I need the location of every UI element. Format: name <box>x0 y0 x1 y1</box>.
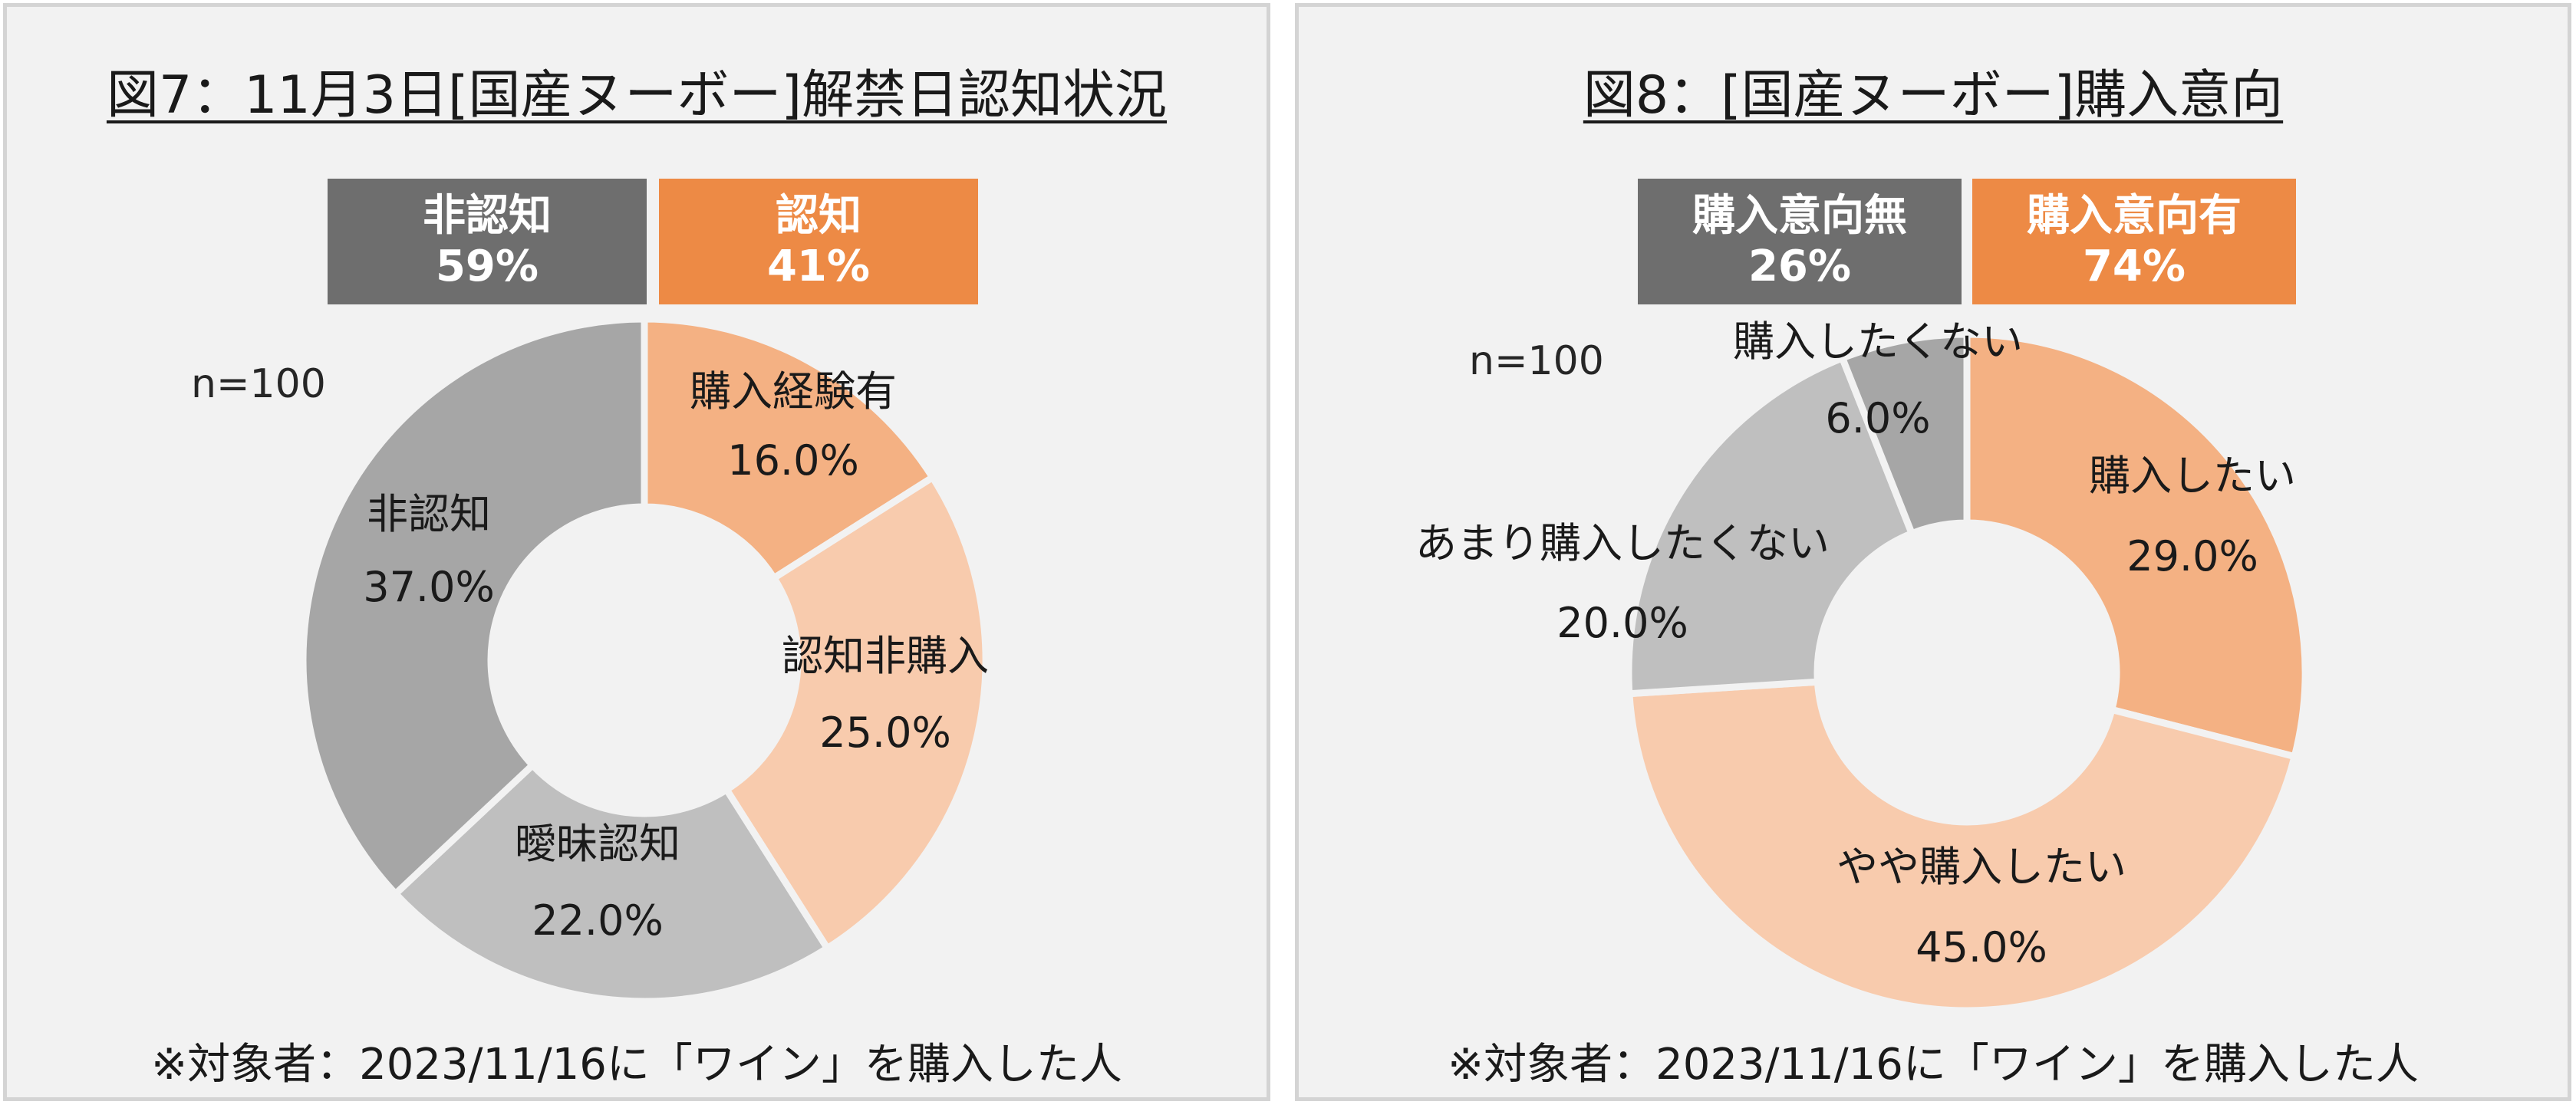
summary-value: 74% <box>2082 242 2186 291</box>
slice-category-label: あまり購入したくない <box>1415 519 1830 567</box>
donut-slice <box>1963 330 2309 761</box>
slice-value-label: 6.0% <box>1825 394 1930 442</box>
slice-value-label: 20.0% <box>1556 599 1688 647</box>
donut-slice <box>299 315 648 899</box>
summary-box-no-intent: 購入意向無 26% <box>1638 179 1962 304</box>
slice-value-label: 22.0% <box>532 896 664 945</box>
chart-panel-purchase-intent: 図8：[国産ヌーボー]購入意向 購入意向無 26% 購入意向有 74% n=10… <box>1295 3 2571 1101</box>
donut-slice <box>721 472 990 953</box>
donut-slice <box>1837 330 1971 538</box>
slice-category-label: 購入したい <box>2089 452 2296 500</box>
donut-slice <box>1626 678 2299 1014</box>
summary-label: 購入意向有 <box>2027 191 2242 241</box>
summary-label: 非認知 <box>423 191 552 241</box>
slice-category-label: 非認知 <box>367 490 491 538</box>
donut-slice <box>1625 353 1917 698</box>
slice-category-label: 曖昧認知 <box>515 820 680 868</box>
donut-slice <box>641 315 937 584</box>
slice-category-label: 購入経験有 <box>690 367 897 416</box>
donut-chart-purchase-intent: 購入したい 29.0% やや購入したい 45.0% あまり購入したくない 20.0% 購入し… <box>1415 317 2309 1014</box>
summary-box-aware: 認知 41% <box>659 179 978 304</box>
slice-value-label: 16.0% <box>727 436 859 485</box>
summary-box-unaware: 非認知 59% <box>328 179 647 304</box>
slice-value-label: 25.0% <box>819 709 951 757</box>
slice-category-label: 購入したくない <box>1733 317 2023 366</box>
chart-title: 図8：[国産ヌーボー]購入意向 <box>1583 65 2284 126</box>
summary-label: 認知 <box>776 191 861 241</box>
donut-chart-awareness: 購入経験有 16.0% 認知非購入 25.0% 曖昧認知 22.0% 非認知 37.0% <box>299 315 990 1005</box>
summary-value: 41% <box>766 242 871 291</box>
footnote: ※対象者：2023/11/16に「ワイン」を購入した人 <box>151 1040 1122 1090</box>
slice-value-label: 45.0% <box>1916 923 2047 972</box>
sample-size-label: n=100 <box>191 361 326 407</box>
slice-value-label: 37.0% <box>363 563 495 611</box>
chart-panel-awareness: 図7：11月3日[国産ヌーボー]解禁日認知状況 非認知 59% 認知 41% n… <box>3 3 1270 1101</box>
summary-label: 購入意向無 <box>1692 191 1907 241</box>
summary-box-intent: 購入意向有 74% <box>1972 179 2296 304</box>
slice-category-label: やや購入したい <box>1836 843 2126 891</box>
slice-category-label: 認知非購入 <box>782 632 989 680</box>
slice-value-label: 29.0% <box>2126 532 2258 580</box>
chart-title: 図7：11月3日[国産ヌーボー]解禁日認知状況 <box>106 65 1168 126</box>
summary-value: 59% <box>435 242 539 291</box>
donut-slice <box>390 760 832 1005</box>
sample-size-label: n=100 <box>1469 338 1604 384</box>
summary-value: 26% <box>1748 242 1852 291</box>
footnote: ※対象者：2023/11/16に「ワイン」を購入した人 <box>1448 1040 2419 1090</box>
